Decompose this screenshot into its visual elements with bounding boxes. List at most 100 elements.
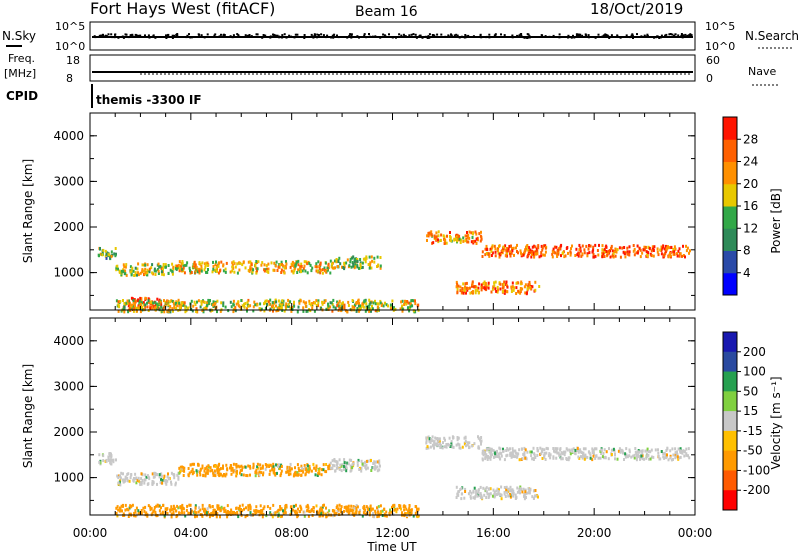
date-label: 18/Oct/2019: [590, 0, 683, 18]
echo-cell: [315, 269, 318, 273]
echo-cell: [132, 307, 135, 311]
echo-cell: [470, 231, 473, 235]
echo-cell: [258, 307, 261, 311]
echo-cell: [560, 243, 563, 247]
echo-cell: [516, 490, 519, 494]
echo-cell: [484, 452, 487, 456]
echo-cell: [369, 261, 372, 265]
echo-cell: [256, 509, 259, 513]
echo-cell: [365, 463, 368, 467]
echo-cell: [171, 507, 174, 511]
colorbar-swatch: [723, 332, 737, 353]
echo-cell: [158, 265, 161, 269]
nsky-dot: [684, 33, 687, 36]
echo-cell: [187, 511, 190, 515]
echo-cell: [367, 305, 369, 309]
echo-cell: [212, 473, 215, 477]
echo-cell: [489, 455, 492, 458]
echo-cell: [266, 269, 269, 273]
echo-cell: [219, 268, 222, 272]
echo-cell: [144, 505, 147, 509]
echo-cell: [486, 492, 489, 496]
velocity-frame: [89, 317, 696, 516]
echo-cell: [120, 471, 123, 475]
echo-cell: [340, 464, 343, 468]
echo-cell: [246, 307, 248, 311]
nsky-dot: [520, 34, 523, 37]
colorbar-swatch: [723, 490, 737, 511]
echo-cell: [237, 464, 240, 468]
echo-cell: [144, 473, 147, 477]
echo-cell: [632, 249, 635, 253]
echo-cell: [137, 271, 139, 275]
echo-cell: [348, 511, 351, 514]
echo-cell: [339, 509, 342, 513]
echo-cell: [269, 506, 272, 510]
echo-cell: [411, 299, 414, 302]
echo-cell: [498, 455, 501, 459]
echo-cell: [289, 300, 292, 304]
echo-cell: [593, 255, 596, 259]
echo-cell: [634, 447, 637, 450]
echo-cell: [179, 305, 182, 309]
echo-cell: [502, 245, 505, 249]
echo-cell: [493, 244, 496, 248]
echo-cell: [213, 268, 216, 272]
echo-cell: [222, 466, 224, 470]
echo-cell: [274, 264, 277, 268]
echo-cell: [597, 456, 600, 460]
echo-cell: [481, 255, 484, 258]
echo-cell: [531, 495, 534, 499]
nsky-dot: [604, 34, 607, 37]
echo-cell: [463, 436, 466, 440]
echo-cell: [151, 263, 154, 267]
echo-cell: [331, 266, 334, 270]
echo-cell: [219, 467, 222, 471]
echo-cell: [315, 299, 318, 303]
echo-cell: [272, 465, 275, 469]
echo-cell: [372, 511, 374, 515]
echo-cell: [269, 307, 272, 311]
echo-cell: [247, 304, 250, 308]
echo-cell: [254, 470, 257, 474]
echo-cell: [142, 269, 145, 273]
echo-cell: [370, 508, 373, 512]
echo-cell: [178, 269, 181, 272]
echo-cell: [594, 447, 596, 451]
echo-cell: [231, 512, 234, 516]
echo-cell: [274, 511, 277, 515]
echo-cell: [647, 245, 650, 249]
x-tick-label: 04:00: [174, 526, 209, 540]
echo-cell: [214, 474, 217, 478]
echo-cell: [210, 511, 213, 515]
echo-cell: [345, 261, 348, 265]
echo-cell: [485, 455, 488, 459]
echo-cell: [586, 254, 589, 258]
echo-cell: [469, 291, 472, 295]
echo-cell: [559, 447, 562, 451]
echo-cell: [544, 244, 547, 248]
nsky-dot: [232, 34, 235, 37]
echo-cell: [224, 305, 227, 309]
echo-cell: [365, 302, 368, 306]
echo-cell: [624, 255, 627, 259]
echo-cell: [178, 511, 180, 515]
echo-cell: [506, 447, 509, 450]
echo-cell: [640, 454, 643, 458]
echo-cell: [314, 265, 317, 269]
echo-cell: [523, 493, 526, 497]
echo-cell: [235, 470, 238, 474]
echo-cell: [178, 466, 181, 470]
echo-cell: [296, 514, 299, 518]
echo-cell: [216, 269, 218, 273]
echo-cell: [137, 262, 140, 266]
echo-cell: [670, 458, 673, 462]
echo-cell: [359, 304, 361, 308]
echo-cell: [577, 254, 580, 258]
echo-cell: [523, 446, 526, 450]
echo-cell: [137, 509, 140, 513]
echo-cell: [232, 307, 235, 311]
echo-cell: [507, 487, 510, 491]
echo-cell: [437, 444, 440, 448]
echo-cell: [175, 301, 177, 305]
